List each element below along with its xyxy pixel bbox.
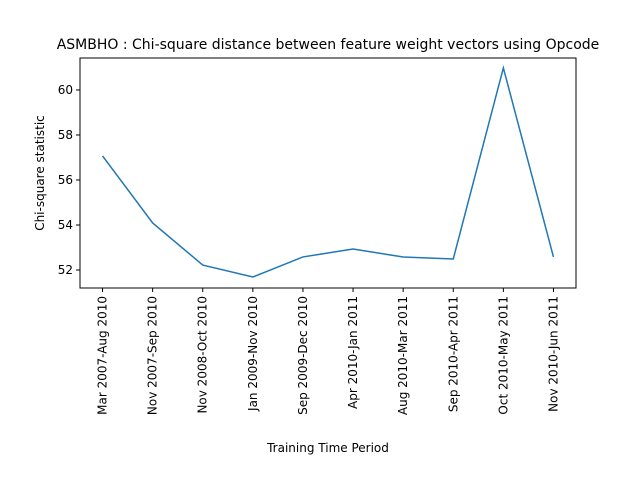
x-tick-label: Sep 2009-Dec 2010 (296, 296, 310, 415)
y-tick-label: 58 (58, 128, 73, 142)
y-tick-label: 56 (58, 173, 73, 187)
x-tick-label: Oct 2010-May 2011 (496, 296, 510, 415)
plot-frame (79, 57, 577, 289)
y-axis-label: Chi-square statistic (33, 115, 47, 231)
x-tick-label: Jan 2009-Nov 2010 (246, 296, 260, 412)
x-tick-label: Nov 2010-Jun 2011 (546, 296, 560, 412)
x-tick-label: Sep 2010-Apr 2011 (446, 296, 460, 412)
y-tick-label: 52 (58, 263, 73, 277)
y-tick-label: 60 (58, 83, 73, 97)
x-tick-label: Aug 2010-Mar 2011 (396, 296, 410, 415)
x-tick-label: Mar 2007-Aug 2010 (96, 296, 110, 415)
chart-title: ASMBHO : Chi-square distance between fea… (57, 37, 600, 53)
x-tick-label: Nov 2008-Oct 2010 (196, 296, 210, 414)
x-tick-label: Apr 2010-Jan 2011 (346, 296, 360, 409)
x-tick-label: Nov 2007-Sep 2010 (146, 296, 160, 415)
x-axis-label: Training Time Period (266, 441, 389, 455)
data-line (101, 64, 555, 278)
y-tick-label: 54 (58, 218, 73, 232)
